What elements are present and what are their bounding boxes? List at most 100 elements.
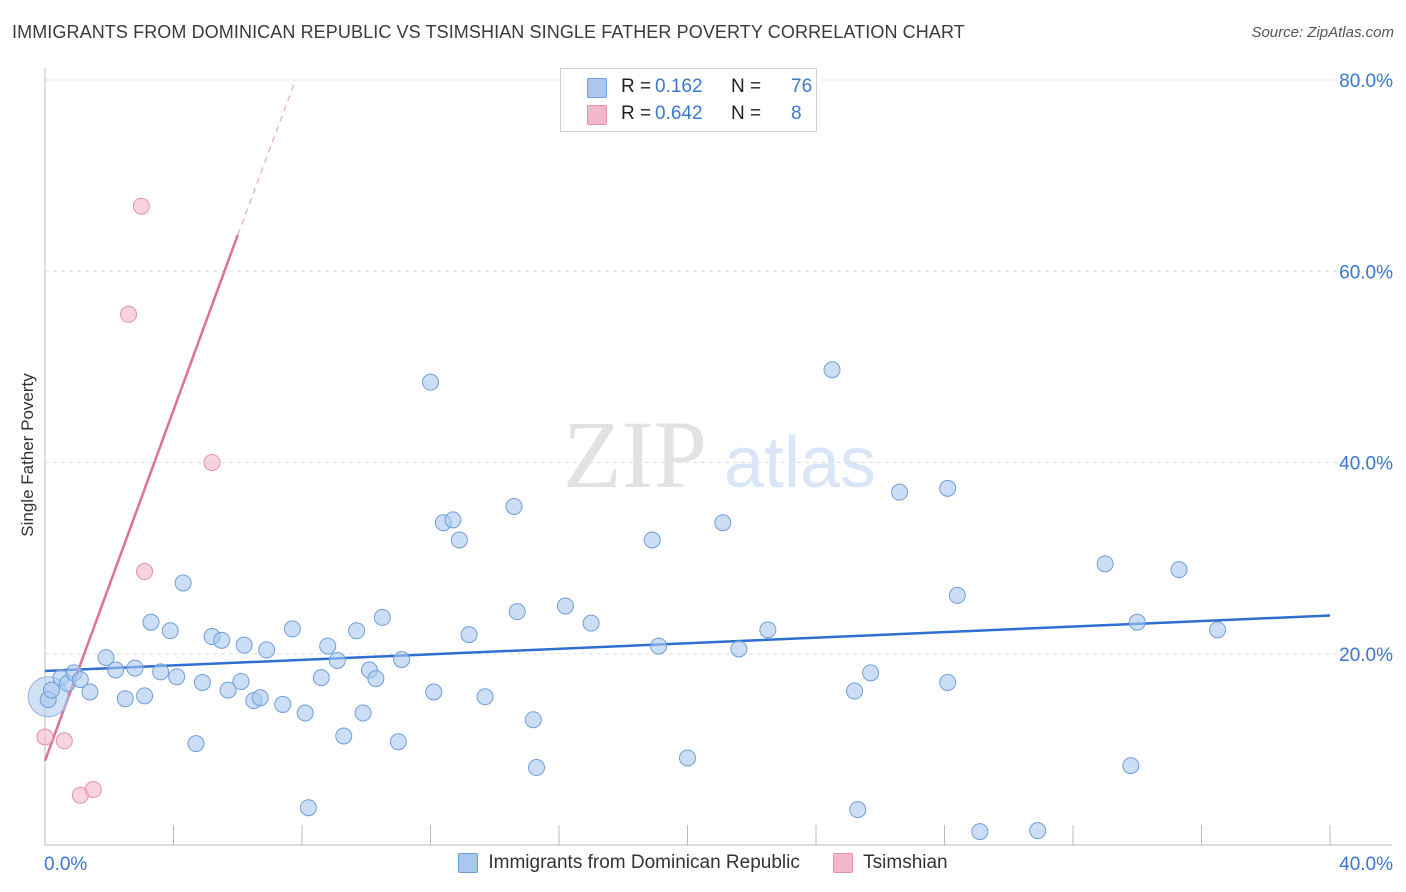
- data-point-dominican: [213, 631, 231, 649]
- data-point-dominican: [939, 479, 957, 497]
- data-point-dominican: [1128, 613, 1146, 631]
- legend-item-dominican[interactable]: Immigrants from Dominican Republic: [458, 852, 800, 874]
- data-point-dominican: [450, 531, 468, 549]
- x-tick-label: 40.0%: [1339, 854, 1393, 875]
- y-tick-label: 60.0%: [1339, 262, 1393, 283]
- data-point-tsimshian: [120, 305, 138, 323]
- data-point-dominican: [71, 671, 89, 689]
- stats-legend: R = 0.162 N = 76 R = 0.642 N = 8: [560, 68, 817, 132]
- data-point-dominican: [1170, 561, 1188, 579]
- data-point-dominican: [524, 711, 542, 729]
- source-label: Source: ZipAtlas.com: [1251, 24, 1394, 41]
- data-point-tsimshian: [203, 454, 221, 471]
- data-point-dominican: [1209, 621, 1227, 639]
- data-point-dominican: [393, 650, 411, 668]
- x-tick-label: 0.0%: [44, 854, 87, 875]
- r-label: R =: [621, 76, 652, 97]
- watermark-atlas: atlas: [724, 423, 876, 503]
- r-label: R =: [621, 103, 652, 124]
- gridlines: [45, 79, 1392, 655]
- data-point-dominican: [219, 681, 237, 699]
- data-point-dominican: [107, 661, 125, 679]
- data-point-dominican: [444, 511, 462, 529]
- data-point-dominican: [679, 749, 696, 767]
- y-tick-label: 80.0%: [1339, 71, 1393, 92]
- data-point-dominican: [328, 651, 346, 669]
- data-point-dominican: [97, 649, 115, 667]
- data-point-dominican: [296, 704, 314, 722]
- series-legend: Immigrants from Dominican Republic Tsims…: [0, 852, 1406, 879]
- data-point-dominican: [939, 673, 957, 691]
- data-point-dominican: [126, 659, 144, 677]
- data-point-dominican: [730, 640, 748, 658]
- data-point-dominican: [556, 597, 574, 615]
- data-point-dominican: [1029, 822, 1047, 840]
- legend-label: Immigrants from Dominican Republic: [488, 852, 800, 873]
- data-point-dominican: [142, 613, 160, 631]
- data-point-dominican: [187, 735, 205, 753]
- pink-swatch-icon: [833, 853, 854, 873]
- data-point-dominican: [1122, 757, 1140, 775]
- data-point-dominican: [193, 673, 211, 691]
- data-point-dominican: [505, 497, 523, 515]
- legend-item-tsimshian[interactable]: Tsimshian: [833, 852, 948, 874]
- data-point-dominican: [367, 670, 385, 688]
- blue-swatch-icon: [587, 78, 607, 98]
- watermark-zip: ZIP: [563, 401, 707, 508]
- n-value: 76: [791, 76, 813, 97]
- data-point-dominican: [232, 672, 250, 690]
- data-point-dominican: [299, 799, 317, 817]
- data-point-dominican: [422, 373, 439, 391]
- axes: [44, 68, 1392, 846]
- tick-labels: 20.0% 40.0% 60.0% 80.0% 0.0% 40.0%: [44, 71, 1393, 875]
- data-point-dominican: [643, 531, 661, 549]
- r-value: 0.162: [655, 76, 703, 97]
- data-point-tsimshian: [136, 563, 154, 581]
- data-point-dominican: [174, 574, 192, 592]
- data-point-dominican: [849, 801, 867, 819]
- r-value: 0.642: [655, 103, 703, 124]
- data-point-tsimshian: [55, 732, 73, 750]
- y-tick-label: 40.0%: [1339, 454, 1393, 475]
- data-point-dominican: [319, 637, 337, 655]
- data-point-dominican: [425, 683, 443, 701]
- data-point-dominican: [476, 688, 494, 706]
- data-point-dominican: [168, 668, 186, 686]
- data-point-dominican: [335, 727, 353, 745]
- data-point-dominican: [1096, 555, 1114, 573]
- data-point-dominican: [823, 361, 841, 379]
- data-point-tsimshian: [84, 781, 102, 799]
- data-point-dominican: [354, 704, 372, 722]
- data-point-dominican: [136, 687, 154, 705]
- data-point-dominican: [508, 603, 526, 621]
- data-point-dominican: [582, 614, 600, 632]
- data-point-dominican: [389, 733, 407, 751]
- data-point-dominican: [283, 620, 301, 638]
- trend-line-dominican: [44, 614, 1331, 673]
- data-point-dominican: [373, 608, 391, 626]
- data-point-dominican: [971, 823, 989, 841]
- data-point-dominican: [460, 626, 478, 644]
- data-point-dominican: [235, 636, 253, 654]
- legend-label: Tsimshian: [863, 852, 948, 873]
- data-point-tsimshian: [132, 197, 150, 215]
- data-point-dominican: [348, 622, 366, 640]
- watermark: ZIP atlas: [563, 401, 876, 508]
- data-point-dominican: [81, 683, 99, 701]
- data-point-dominican: [528, 759, 546, 777]
- pink-swatch-icon: [587, 105, 607, 125]
- data-point-dominican: [759, 621, 777, 639]
- trend-line-tsimshian-extension: [237, 79, 297, 236]
- data-point-dominican: [891, 483, 909, 501]
- data-point-dominican: [862, 664, 880, 682]
- data-point-dominican: [161, 622, 179, 640]
- n-label: N =: [731, 103, 762, 124]
- data-point-tsimshian: [36, 728, 54, 746]
- data-point-dominican: [258, 641, 276, 659]
- data-point-dominican: [116, 690, 134, 708]
- data-point-dominican: [714, 514, 732, 532]
- blue-swatch-icon: [458, 853, 479, 873]
- data-point-dominican: [846, 682, 864, 700]
- y-axis-label: Single Father Poverty: [18, 373, 37, 537]
- data-point-dominican: [650, 637, 668, 655]
